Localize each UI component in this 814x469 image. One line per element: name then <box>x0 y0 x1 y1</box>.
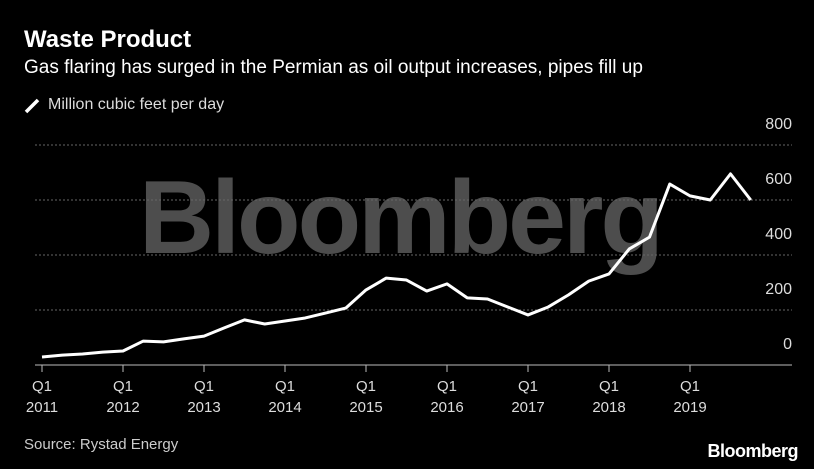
x-tick-label: Q1 2019 <box>673 378 707 416</box>
x-tick-label: Q1 2012 <box>106 378 140 416</box>
chart-title: Waste Product <box>24 26 192 53</box>
legend-label: Million cubic feet per day <box>48 96 225 113</box>
y-tick-label: 400 <box>765 226 792 243</box>
x-tick-label: Q1 2015 <box>349 378 383 416</box>
x-tick-label: Q1 2016 <box>430 378 464 416</box>
watermark: Bloomberg <box>139 160 661 276</box>
legend-swatch <box>24 98 40 114</box>
logo: Bloomberg <box>707 441 798 461</box>
y-tick-label: 600 <box>765 171 792 188</box>
x-tick-label: Q1 2013 <box>187 378 221 416</box>
x-tick-label: Q1 2018 <box>592 378 626 416</box>
y-tick-label: 0 <box>783 336 792 353</box>
x-tick-label: Q1 2017 <box>511 378 545 416</box>
data-line <box>41 172 752 359</box>
chart-subtitle: Gas flaring has surged in the Permian as… <box>24 57 643 78</box>
x-tick-label: Q1 2014 <box>268 378 302 416</box>
x-tick-label: Q1 2011 <box>25 378 59 416</box>
y-tick-label: 200 <box>765 281 792 298</box>
y-tick-label: 800 <box>765 116 792 133</box>
source-note: Source: Rystad Energy <box>24 436 179 453</box>
